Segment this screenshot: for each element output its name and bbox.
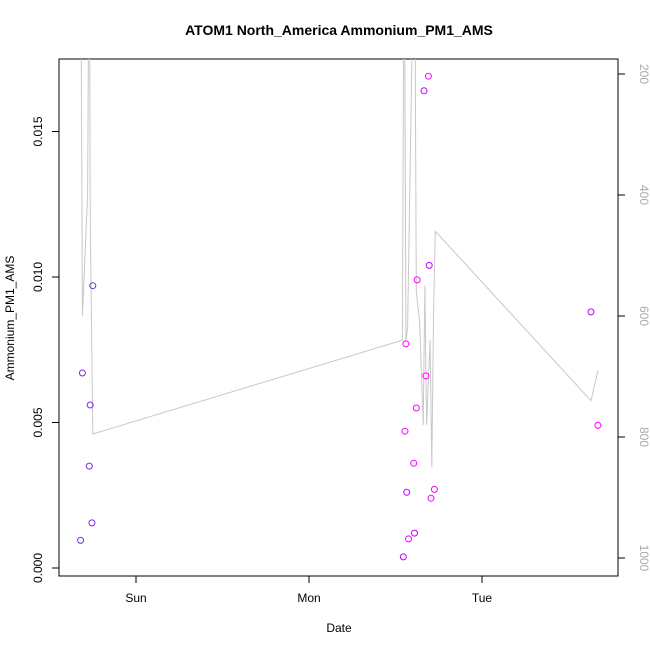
y-axis-left: 0.000 0.005 0.010 0.015 [31, 116, 60, 583]
y-tick-label: 0.015 [31, 116, 45, 146]
y-tick-label: 0.000 [31, 553, 45, 583]
y-right-tick-label: 800 [637, 427, 650, 447]
data-point [403, 488, 411, 496]
data-point [88, 519, 96, 527]
data-point [402, 340, 410, 348]
y-right-tick-label: 600 [637, 306, 650, 326]
data-point [401, 427, 409, 435]
data-point [422, 372, 430, 380]
x-axis-label: Date [326, 621, 352, 635]
data-point [594, 421, 602, 429]
data-point [587, 308, 595, 316]
data-point [412, 404, 420, 412]
data-point [427, 494, 435, 502]
y-right-tick-label: 200 [637, 64, 650, 84]
chart-title: ATOM1 North_America Ammonium_PM1_AMS [185, 22, 493, 38]
data-point [77, 536, 85, 544]
y-right-tick-label: 400 [637, 185, 650, 205]
y-tick-label: 0.005 [31, 407, 45, 437]
y-right-tick-label: 1000 [637, 545, 650, 572]
data-point [405, 535, 412, 543]
data-point [89, 282, 97, 290]
data-point [78, 369, 86, 377]
data-point [430, 485, 438, 493]
plot-frame [58, 58, 619, 577]
y-tick-label: 0.010 [31, 262, 45, 292]
data-point [413, 276, 421, 284]
x-tick-label: Tue [472, 591, 493, 605]
data-point [424, 72, 432, 80]
data-point [85, 462, 93, 470]
y-axis-label: Ammonium_PM1_AMS [3, 256, 17, 381]
data-point [420, 87, 428, 95]
pressure-line [80, 59, 599, 468]
y-axis-right: 200 400 600 800 1000 [617, 64, 650, 572]
x-tick-label: Sun [125, 591, 146, 605]
data-point [411, 529, 418, 537]
data-point [425, 261, 433, 269]
x-tick-label: Mon [297, 591, 320, 605]
data-point [410, 459, 418, 467]
data-point [399, 553, 407, 561]
data-point [86, 401, 94, 409]
x-axis: Sun Mon Tue [125, 575, 493, 605]
